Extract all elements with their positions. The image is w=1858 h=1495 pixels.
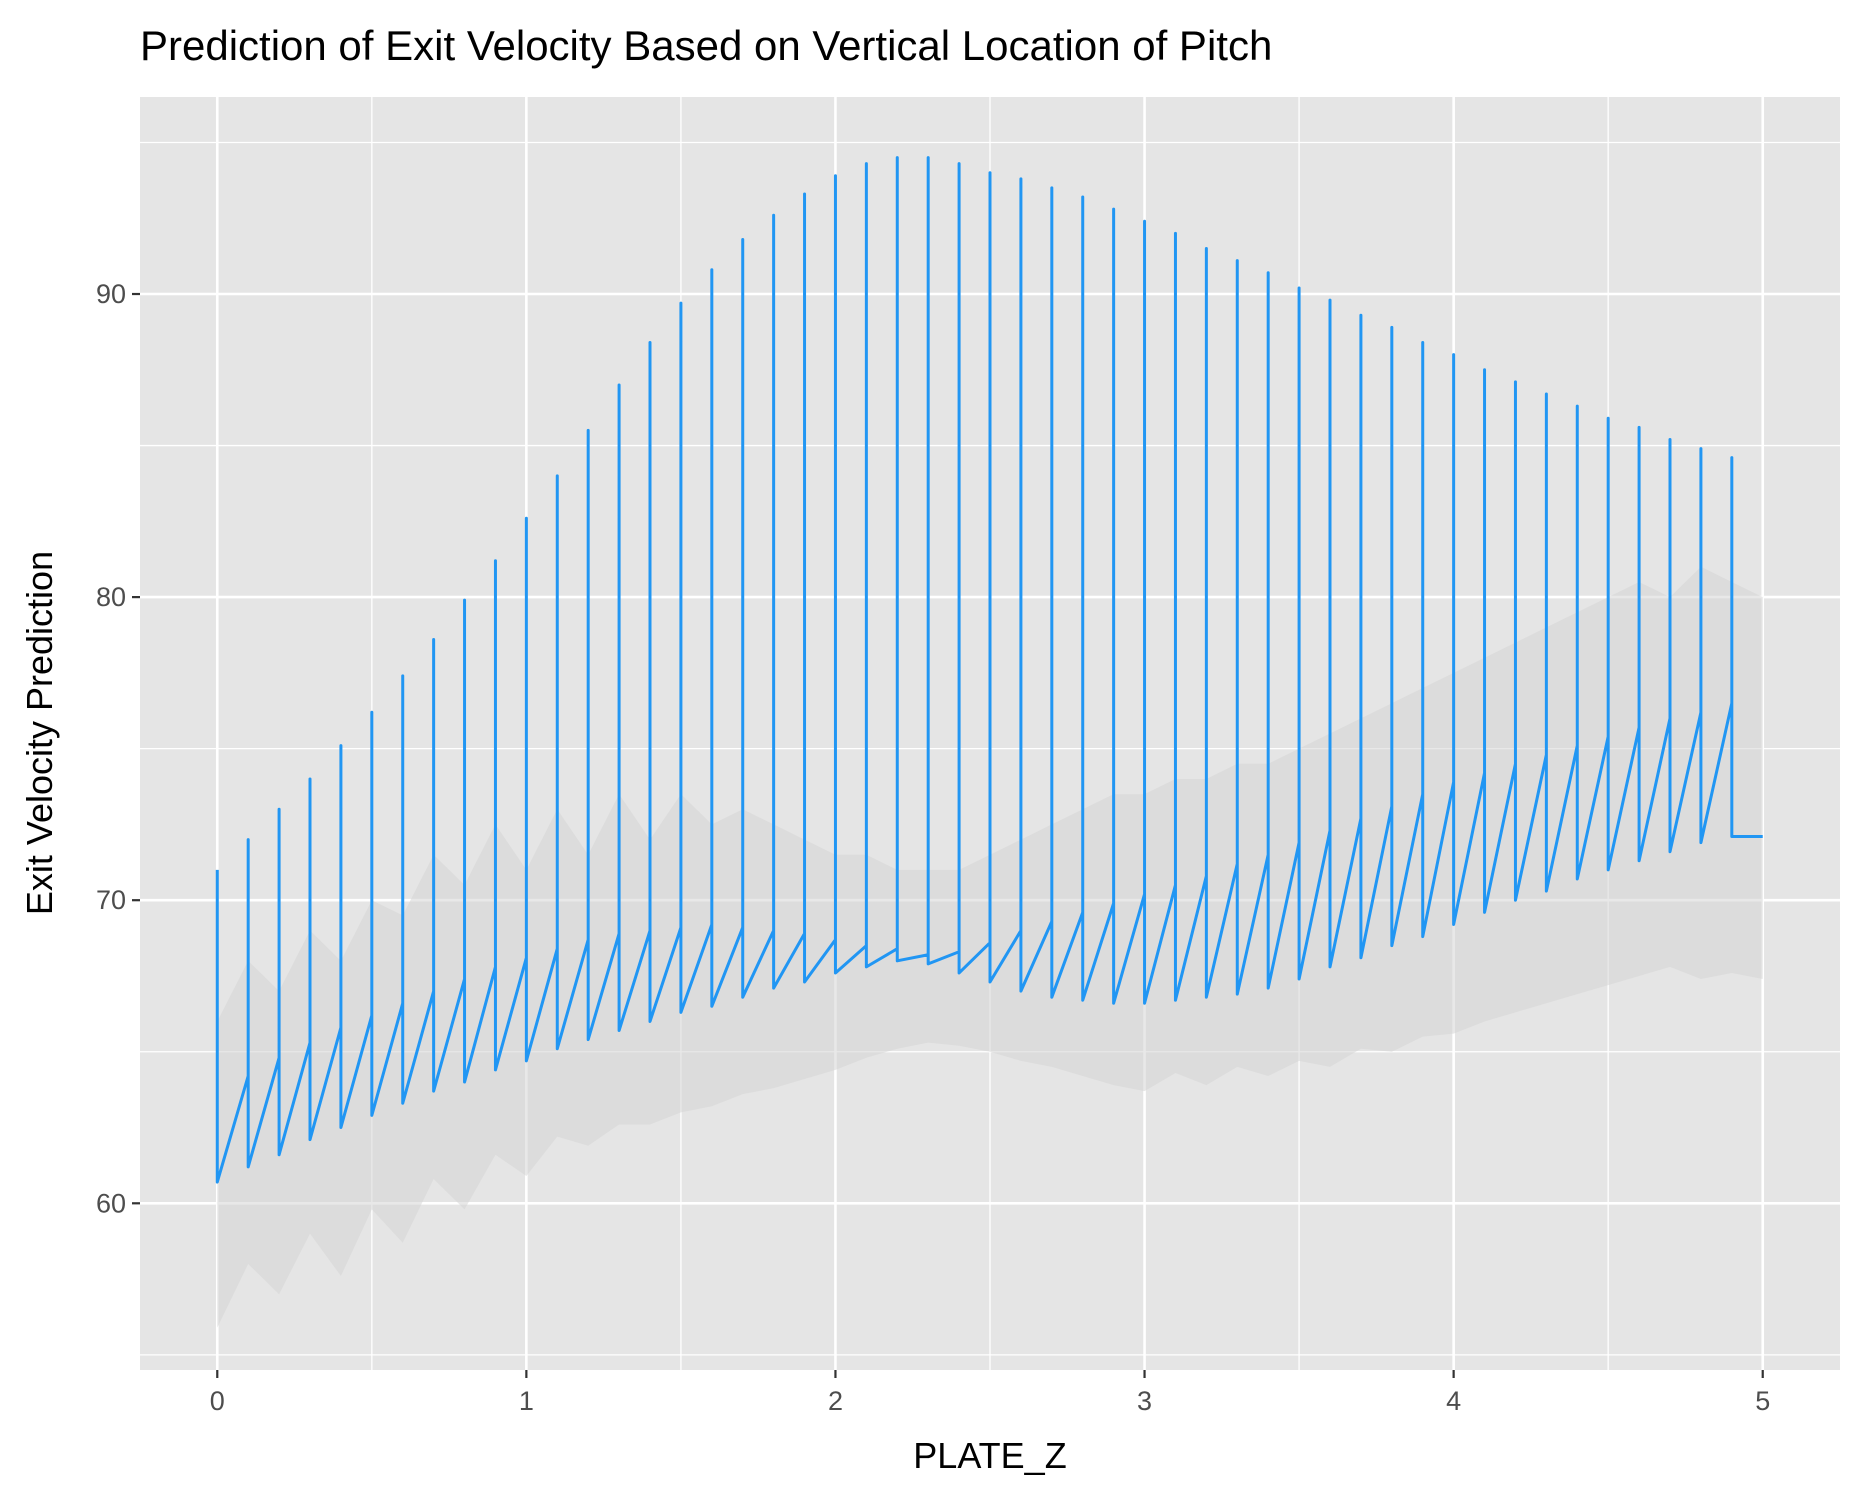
y-tick-label: 70 bbox=[96, 885, 126, 915]
x-axis-title: PLATE_Z bbox=[913, 1435, 1066, 1476]
x-tick-label: 1 bbox=[519, 1386, 534, 1416]
x-tick-label: 2 bbox=[828, 1386, 843, 1416]
x-tick-label: 3 bbox=[1137, 1386, 1152, 1416]
x-tick-label: 0 bbox=[210, 1386, 225, 1416]
y-tick-label: 80 bbox=[96, 582, 126, 612]
y-tick-label: 60 bbox=[96, 1188, 126, 1218]
y-axis-title: Exit Velocity Prediction bbox=[19, 551, 60, 915]
prediction-line bbox=[215, 156, 1763, 1184]
y-axis: 60 70 80 90 bbox=[96, 279, 140, 1218]
x-axis: 0 1 2 3 4 5 bbox=[210, 1370, 1770, 1416]
y-tick-label: 90 bbox=[96, 279, 126, 309]
chart-title: Prediction of Exit Velocity Based on Ver… bbox=[140, 22, 1272, 69]
prediction-series bbox=[215, 156, 1763, 1184]
x-tick-label: 4 bbox=[1446, 1386, 1461, 1416]
x-tick-label: 5 bbox=[1755, 1386, 1770, 1416]
